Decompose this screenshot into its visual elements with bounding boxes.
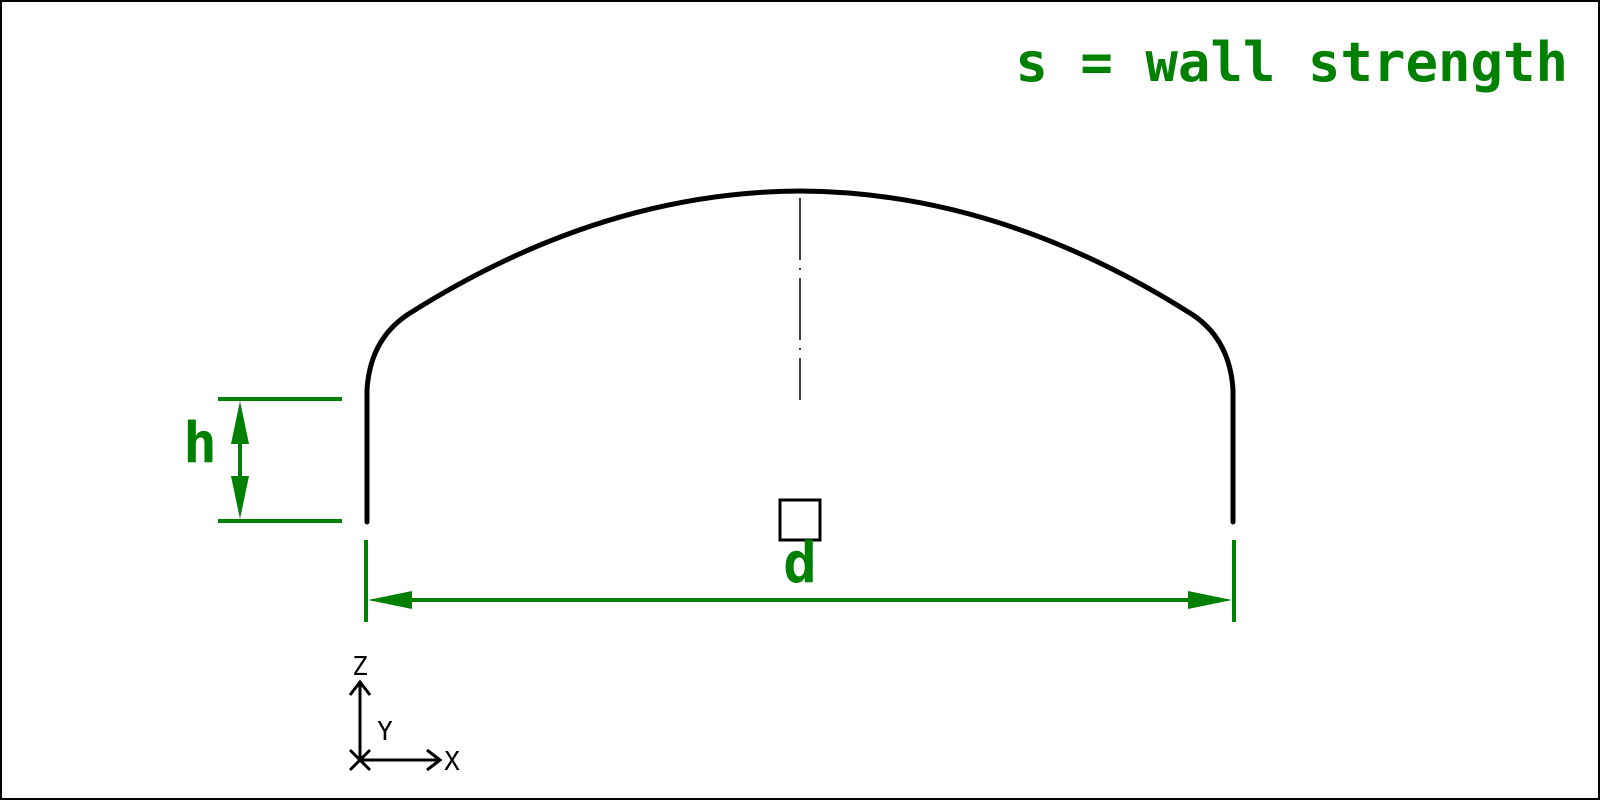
dished-head-outline: [364, 188, 1236, 525]
center-marker: [778, 498, 822, 542]
axis-triad: [348, 679, 443, 772]
height-arrow-top: [231, 401, 249, 444]
legend-wall-strength: s = wall strength: [1015, 31, 1568, 94]
x-axis-arrow: [426, 748, 443, 772]
height-arrow-bottom: [231, 476, 249, 519]
y-axis-label: Y: [377, 717, 393, 747]
diameter-arrow-left: [368, 591, 412, 609]
diameter-arrow-right: [1188, 591, 1232, 609]
z-axis-label: Z: [352, 652, 368, 682]
x-axis-label: X: [444, 747, 460, 777]
z-axis-arrow: [348, 679, 372, 696]
height-dimension: [218, 397, 342, 523]
y-axis-cross-b: [348, 748, 372, 772]
diameter-label: d: [783, 531, 817, 596]
height-label: h: [183, 411, 217, 476]
diameter-dimension: [364, 540, 1236, 622]
